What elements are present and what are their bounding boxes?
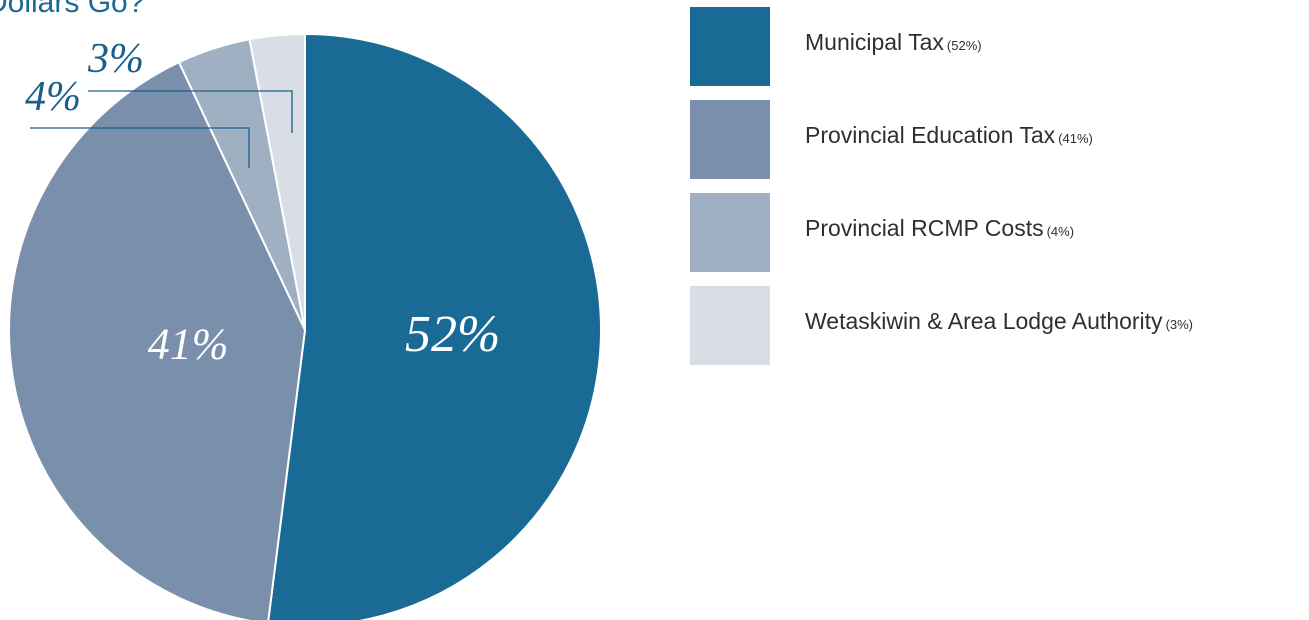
legend-label: Municipal Tax (805, 29, 944, 55)
pie-slice-provincial-education-tax (8, 60, 307, 620)
callout-label-wetaskiwin-and-area-lodge-authority: 3% (87, 36, 144, 82)
pie-callouts (30, 90, 293, 168)
pie-labels: 52% 41% 4%3% (25, 36, 500, 369)
legend-item-lodge-authority: Wetaskiwin & Area Lodge Authority (3%) (690, 285, 1309, 378)
chart-title: Dollars Go? (0, 0, 145, 19)
slice-label-provincial-education-tax: 41% (148, 320, 229, 369)
legend-item-provincial-rcmp-costs: Provincial RCMP Costs (4%) (690, 192, 1309, 285)
legend-percent: (41%) (1058, 131, 1093, 146)
callout-line-provincial-rcmp-costs (30, 127, 250, 168)
legend-percent: (52%) (946, 38, 982, 53)
pie-slices (8, 32, 602, 620)
pie-slice-wetaskiwin-and-area-lodge-authority (248, 32, 306, 331)
legend-label: Provincial Education Tax (805, 122, 1056, 148)
callout-line-wetaskiwin-and-area-lodge-authority (88, 90, 293, 133)
legend-label: Provincial RCMP Costs (805, 215, 1044, 241)
legend-swatch (690, 286, 770, 365)
legend-swatch (690, 100, 770, 179)
legend: Municipal Tax (52%) Provincial Education … (690, 6, 1309, 378)
legend-swatch (690, 193, 770, 272)
callout-label-provincial-rcmp-costs: 4% (25, 74, 81, 120)
pie-slice-municipal-tax (267, 32, 602, 620)
legend-swatch (690, 7, 770, 86)
legend-item-provincial-education-tax: Provincial Education Tax (41%) (690, 99, 1309, 192)
legend-percent: (3%) (1165, 317, 1194, 332)
legend-label: Wetaskiwin & Area Lodge Authority (805, 308, 1163, 334)
slice-label-municipal-tax: 52% (405, 306, 500, 363)
legend-item-municipal-tax: Municipal Tax (52%) (690, 6, 1309, 99)
legend-percent: (4%) (1046, 224, 1075, 239)
